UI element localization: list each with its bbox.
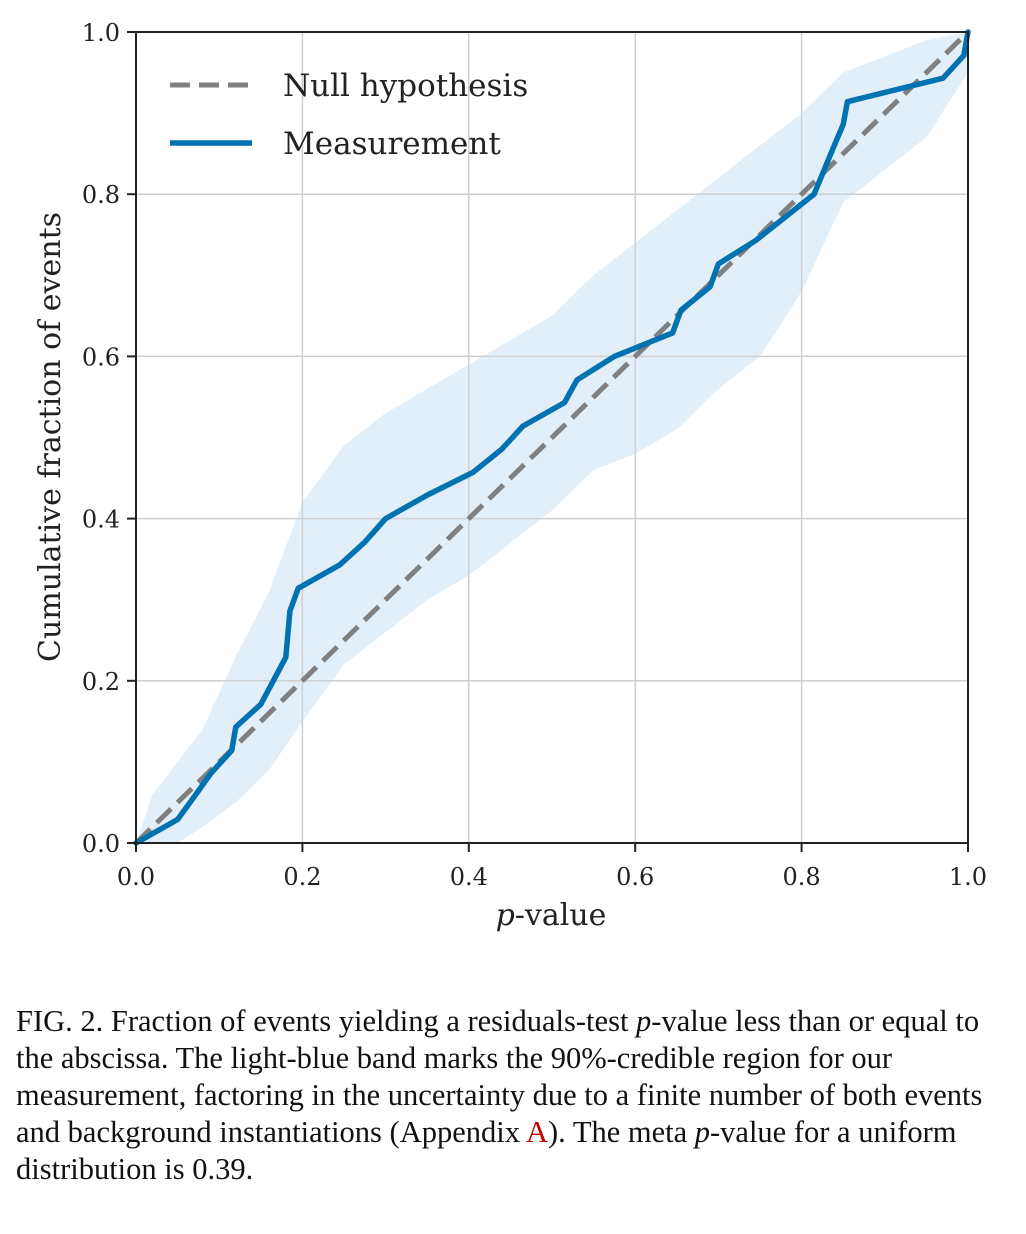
caption-p1: p xyxy=(636,1004,652,1038)
axes-frame xyxy=(135,31,969,844)
caption-appendix-link[interactable]: A xyxy=(525,1115,548,1149)
x-tick-label: 1.0 xyxy=(949,863,987,891)
x-axis-label: p-value xyxy=(496,898,607,933)
figure-caption: FIG. 2. Fraction of events yielding a re… xyxy=(16,1003,1016,1188)
caption-p2: p xyxy=(694,1115,711,1149)
y-tick-label: 0.8 xyxy=(82,181,120,209)
legend: Null hypothesis Measurement xyxy=(170,68,528,162)
x-tick-label: 0.2 xyxy=(283,863,321,891)
caption-part3: ). The meta xyxy=(547,1115,695,1149)
figure-plot: 0.0 0.2 0.4 0.6 0.8 1.0 0.0 0.2 0.4 0.6 0.8 1.0 Nul… xyxy=(33,19,987,933)
axes-layer: 0.0 0.2 0.4 0.6 0.8 1.0 0.0 0.2 0.4 0.6 0.8 1.0 xyxy=(82,19,987,891)
legend-label-null-hypothesis: Null hypothesis xyxy=(283,68,528,104)
x-tick-label: 0.6 xyxy=(616,863,654,891)
caption-part4: -value for a uniform distribution is 0.3… xyxy=(16,1115,957,1186)
y-tick-label: 1.0 xyxy=(82,19,120,47)
series-layer xyxy=(133,29,971,846)
x-tick-label: 0.0 xyxy=(117,863,155,891)
x-axis-label-var: p xyxy=(496,898,515,933)
y-tick-label: 0.4 xyxy=(82,506,120,534)
y-axis-label: Cumulative fraction of events xyxy=(33,212,68,662)
legend-label-measurement: Measurement xyxy=(283,126,501,162)
x-tick-label: 0.4 xyxy=(450,863,488,891)
y-tick-label: 0.6 xyxy=(82,343,120,371)
y-tick-label: 0.0 xyxy=(82,830,120,858)
x-tick-label: 0.8 xyxy=(783,863,821,891)
caption-part1: FIG. 2. Fraction of events yielding a re… xyxy=(16,1004,637,1038)
x-axis-label-rest: -value xyxy=(515,898,607,933)
series-line-null-hypothesis xyxy=(134,30,970,845)
caption-part2: -value less than or equal to the absciss… xyxy=(16,1004,983,1149)
y-tick-label: 0.2 xyxy=(82,668,120,696)
series-line-measurement xyxy=(133,29,971,846)
